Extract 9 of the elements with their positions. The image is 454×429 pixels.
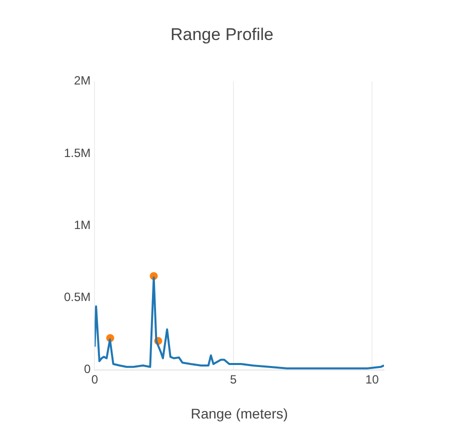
y-tick-label: 2M <box>74 74 91 88</box>
chart-title: Range Profile <box>170 24 274 44</box>
x-tick-label: 5 <box>230 372 238 386</box>
y-tick-label: 0.5M <box>64 290 91 304</box>
x-axis-title: Range (meters) <box>190 405 288 422</box>
y-tick-label: 0 <box>84 362 91 376</box>
x-tick-label: 10 <box>365 372 380 386</box>
y-tick-label: 1.5M <box>64 146 91 160</box>
y-tick-label: 1M <box>74 218 91 232</box>
